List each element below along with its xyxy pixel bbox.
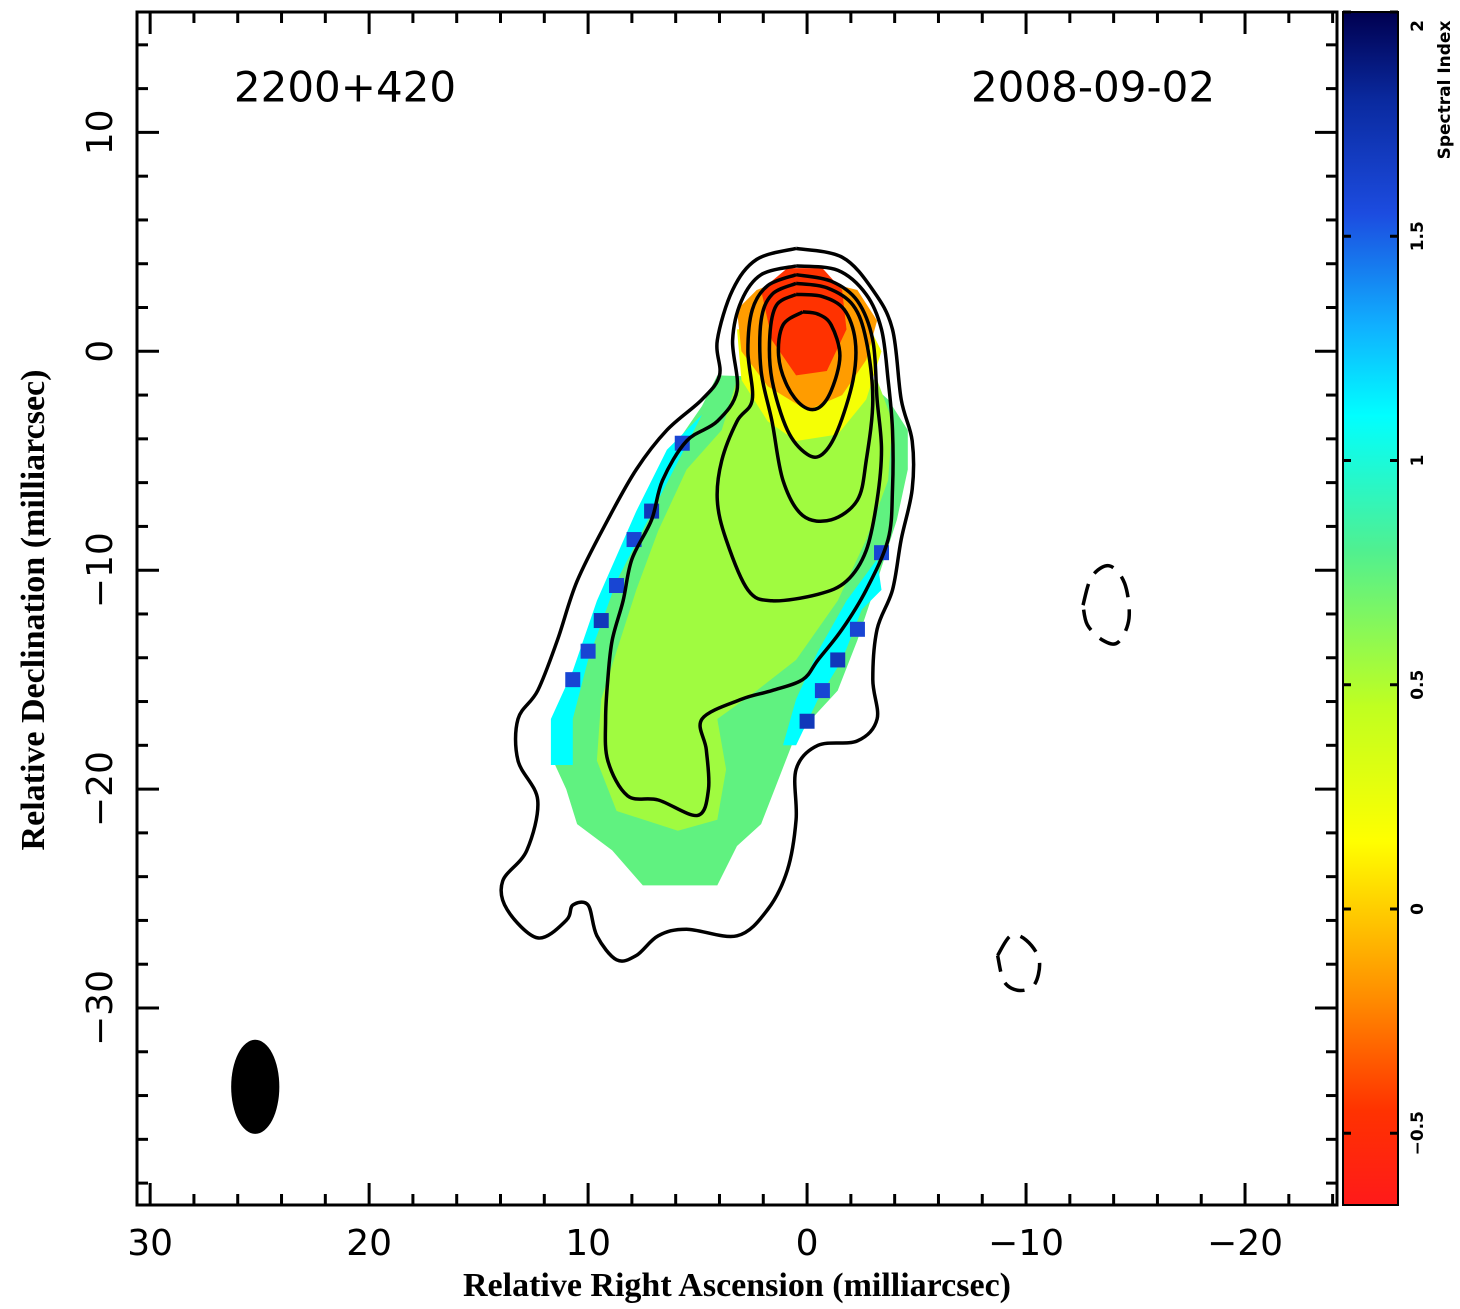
colorbar-tick-label: 2 xyxy=(1408,20,1428,32)
y-tick-label: 10 xyxy=(80,109,121,155)
spectral-index-pixel xyxy=(849,621,865,637)
spectral-index-pixel xyxy=(830,652,846,668)
axes-layer: 30 20 10 0 −10 −20 10 0 −10 −20 −30 2 1.5 1 0.5 0 −0.5 Sp… xyxy=(80,10,1455,1264)
x-tick-label: 30 xyxy=(127,1223,173,1264)
spectral-index-region xyxy=(596,379,893,831)
spectral-index-region xyxy=(761,268,847,376)
spectral-index-region xyxy=(550,414,702,765)
colorbar-tick-label: 1.5 xyxy=(1408,221,1428,251)
x-tick-label: −10 xyxy=(988,1223,1064,1264)
spectral-index-pixel xyxy=(580,643,596,659)
contour-line xyxy=(603,264,895,818)
spectral-index-pixel xyxy=(565,672,581,688)
contour-line xyxy=(776,310,842,412)
contour-line xyxy=(1081,563,1132,646)
plot-frame xyxy=(135,10,1339,1207)
x-tick-label: 0 xyxy=(796,1223,819,1264)
map-layer xyxy=(231,246,1132,1134)
colorbar xyxy=(1342,11,1399,1206)
y-tick-label: −20 xyxy=(80,751,121,827)
colorbar-tick-label: −0.5 xyxy=(1408,1111,1428,1155)
colorbar-tick-label: 0 xyxy=(1408,903,1428,915)
colorbar-tick-label: 0.5 xyxy=(1408,670,1428,700)
spectral-index-pixel xyxy=(593,613,609,629)
spectral-index-pixel xyxy=(799,713,815,729)
contour-line xyxy=(757,281,875,524)
contour-line xyxy=(767,292,858,459)
y-axis-title: Relative Declination (milliarcsec) xyxy=(15,370,52,851)
contour-line xyxy=(499,246,916,963)
x-axis-title: Relative Right Ascension (milliarcsec) xyxy=(463,1267,1011,1304)
spectral-index-pixel xyxy=(609,578,625,594)
contour-line xyxy=(995,933,1042,993)
beam xyxy=(231,1039,280,1134)
x-tick-label: 10 xyxy=(565,1223,611,1264)
x-tick-label: −20 xyxy=(1207,1223,1283,1264)
contour-line xyxy=(715,272,884,603)
y-tick-label: −30 xyxy=(80,970,121,1046)
colorbar-tick-label: 1 xyxy=(1408,455,1428,467)
x-tick-label: 20 xyxy=(346,1223,392,1264)
source-name: 2200+420 xyxy=(234,63,456,112)
observation-date: 2008-09-02 xyxy=(971,63,1215,112)
colorbar-title: Spectral Index xyxy=(1435,21,1455,160)
spectral-index-pixel xyxy=(814,683,830,699)
y-tick-label: −10 xyxy=(80,532,121,608)
y-tick-label: 0 xyxy=(80,340,121,363)
